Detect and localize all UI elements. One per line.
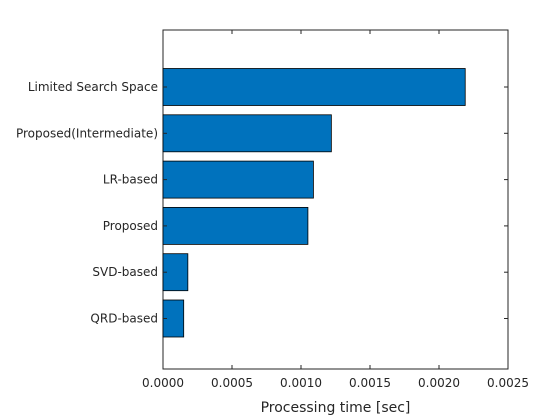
- y-tick-group: Limited Search Space Proposed(Intermediat…: [16, 80, 508, 326]
- y-tick-label-3: Proposed: [103, 219, 158, 233]
- x-tick-label-1: 0.0005: [211, 376, 253, 390]
- x-axis-label: Processing time [sec]: [261, 400, 411, 416]
- x-tick-label-0: 0.0000: [142, 376, 184, 390]
- y-tick-label-5: QRD-based: [90, 312, 158, 326]
- x-tick-label-2: 0.0010: [280, 376, 322, 390]
- x-tick-label-5: 0.0025: [487, 376, 529, 390]
- x-tick-label-4: 0.0020: [418, 376, 460, 390]
- y-tick-label-0: Limited Search Space: [28, 80, 158, 94]
- y-tick-label-4: SVD-based: [92, 265, 158, 279]
- bar-1: [162, 114, 332, 153]
- bar-0: [162, 68, 466, 106]
- x-tick-group: 0.0000 0.0005 0.0010 0.0015 0.0020 0.0025: [142, 30, 529, 390]
- y-tick-label-1: Proposed(Intermediate): [16, 126, 158, 140]
- y-tick-label-2: LR-based: [103, 173, 158, 187]
- bar-3: [162, 206, 309, 245]
- bar-2: [162, 160, 314, 199]
- x-tick-label-3: 0.0015: [349, 376, 391, 390]
- bars-group: [162, 68, 466, 338]
